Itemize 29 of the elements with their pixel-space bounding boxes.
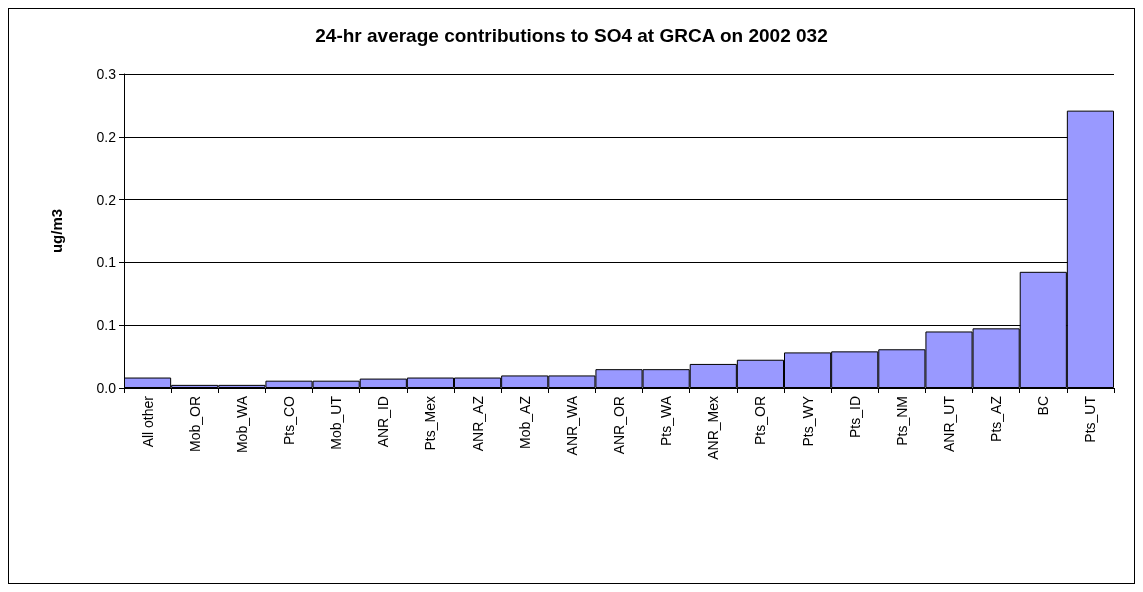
x-tick-label: ANR_UT xyxy=(941,395,957,453)
x-tick-label: ANR_OR xyxy=(611,396,627,455)
x-tick-label: Pts_WA xyxy=(658,395,675,447)
y-tick-label: 0.1 xyxy=(96,317,117,334)
x-tick-label: Pts_Mex xyxy=(422,396,439,451)
x-tick-label: Pts_UT xyxy=(1082,395,1099,443)
x-tick-label: ANR_WA xyxy=(563,395,580,456)
x-tick-label: Pts_WY xyxy=(799,395,816,447)
x-tick-label: Pts_CO xyxy=(281,395,297,446)
y-axis-title: ug/m3 xyxy=(48,208,65,254)
x-tick-label: Pts_OR xyxy=(752,396,769,446)
x-tick-label: ANR_ID xyxy=(375,396,392,448)
y-tick-label: 0.2 xyxy=(96,191,117,208)
y-tick-label: 0.3 xyxy=(96,66,117,82)
x-tick-label: ANR_AZ xyxy=(469,395,486,452)
x-tick-label: Pts_AZ xyxy=(988,395,1005,442)
x-tick-label: Pts_ID xyxy=(846,396,863,439)
x-tick-label: ANR_Mex xyxy=(705,396,722,460)
x-tick-label: BC xyxy=(1035,396,1052,416)
y-tick-label: 0.2 xyxy=(96,128,117,145)
chart-title: 24-hr average contributions to SO4 at GRCA on 2002 032 xyxy=(315,25,828,46)
y-tick-label: 0.0 xyxy=(96,380,117,396)
x-tick-label: Mob_AZ xyxy=(516,395,533,449)
x-tick-label: All other xyxy=(139,395,156,448)
x-tick-label: Mob_OR xyxy=(186,396,203,453)
x-tick-label: Mob_UT xyxy=(328,395,345,450)
x-tick-label: Mob_WA xyxy=(233,395,250,454)
x-tick-label: Pts_NM xyxy=(893,396,910,446)
y-tick-label: 0.1 xyxy=(96,254,117,271)
